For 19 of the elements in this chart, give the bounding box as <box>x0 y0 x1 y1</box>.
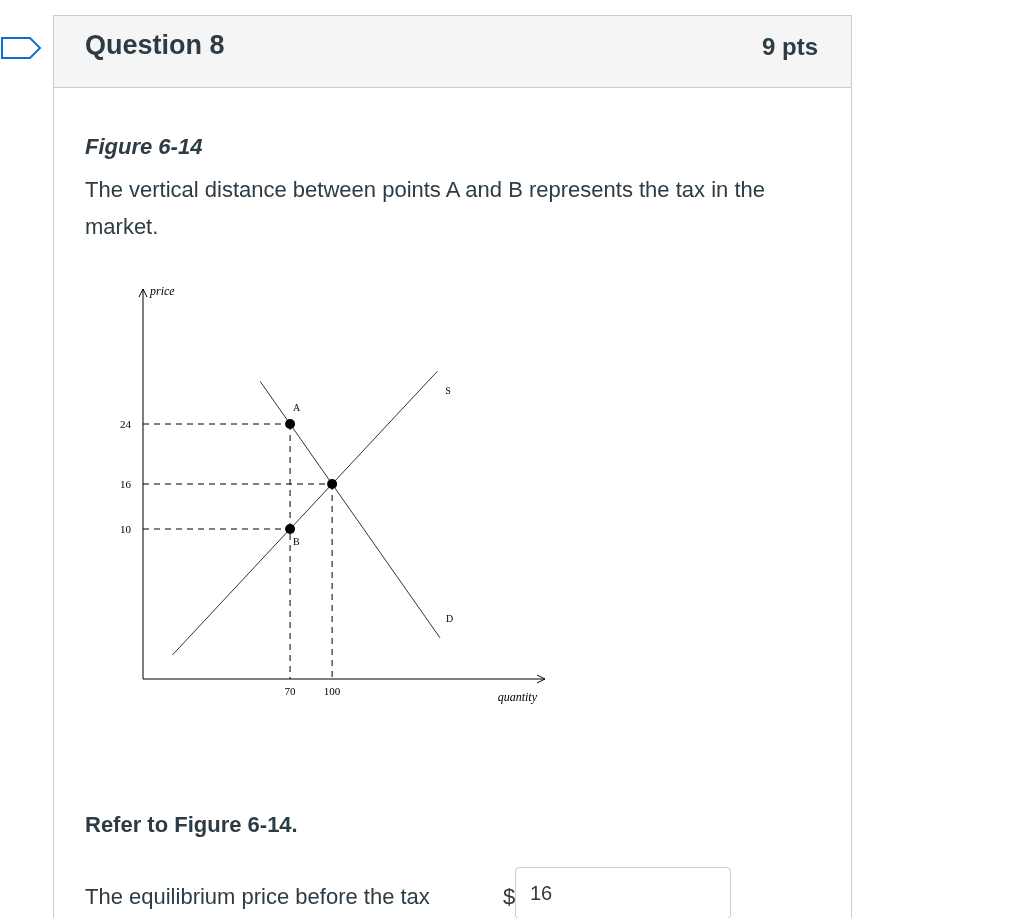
text: 9 pts <box>761 33 818 61</box>
x-tick-label: 100 <box>323 685 341 697</box>
y-tick-label: 16 <box>120 478 132 490</box>
y-tick-label: 24 <box>120 418 132 430</box>
annotation: D <box>445 612 454 624</box>
text: Question 8 <box>85 30 225 61</box>
annotation: A <box>293 402 302 413</box>
annotation: B <box>293 536 301 547</box>
annotation: S <box>445 384 451 396</box>
y-axis-title: price <box>149 284 176 298</box>
x-tick-label: 70 <box>284 685 297 697</box>
text: The equilibrium price before the tax <box>85 884 430 910</box>
text: $ <box>503 884 516 910</box>
x-axis-title: quantity <box>497 690 538 704</box>
chart-title: Figure 6-14 <box>85 134 203 160</box>
chart-subtitle: The vertical distance between points A and B represents the tax in the market. <box>85 176 766 241</box>
text: 16 <box>530 882 553 905</box>
text: Refer to Figure 6-14. <box>85 812 298 838</box>
y-tick-label: 10 <box>120 523 132 535</box>
